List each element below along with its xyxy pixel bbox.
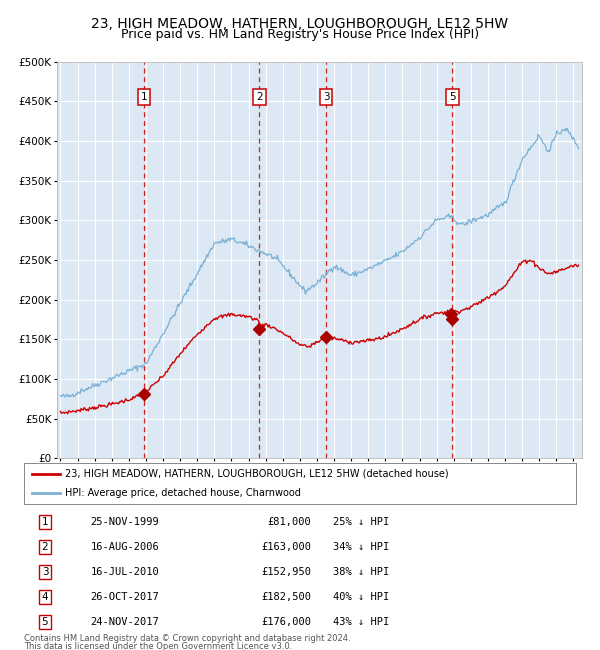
- Text: £163,000: £163,000: [261, 542, 311, 552]
- Text: 25-NOV-1999: 25-NOV-1999: [90, 517, 159, 527]
- Text: 34% ↓ HPI: 34% ↓ HPI: [333, 542, 389, 552]
- Text: 40% ↓ HPI: 40% ↓ HPI: [333, 592, 389, 602]
- Text: 38% ↓ HPI: 38% ↓ HPI: [333, 567, 389, 577]
- Text: 25% ↓ HPI: 25% ↓ HPI: [333, 517, 389, 527]
- Text: 26-OCT-2017: 26-OCT-2017: [90, 592, 159, 602]
- Text: This data is licensed under the Open Government Licence v3.0.: This data is licensed under the Open Gov…: [24, 642, 292, 650]
- Text: 24-NOV-2017: 24-NOV-2017: [90, 617, 159, 627]
- Text: 3: 3: [323, 92, 329, 101]
- Text: £182,500: £182,500: [261, 592, 311, 602]
- Text: 2: 2: [256, 92, 263, 101]
- Text: 1: 1: [41, 517, 48, 527]
- Text: 16-JUL-2010: 16-JUL-2010: [90, 567, 159, 577]
- Text: 3: 3: [41, 567, 48, 577]
- Text: Price paid vs. HM Land Registry's House Price Index (HPI): Price paid vs. HM Land Registry's House …: [121, 28, 479, 41]
- Text: 23, HIGH MEADOW, HATHERN, LOUGHBOROUGH, LE12 5HW: 23, HIGH MEADOW, HATHERN, LOUGHBOROUGH, …: [91, 17, 509, 31]
- Text: 43% ↓ HPI: 43% ↓ HPI: [333, 617, 389, 627]
- Text: 2: 2: [41, 542, 48, 552]
- Text: £152,950: £152,950: [261, 567, 311, 577]
- Text: HPI: Average price, detached house, Charnwood: HPI: Average price, detached house, Char…: [65, 488, 301, 498]
- Text: 4: 4: [41, 592, 48, 602]
- Text: 23, HIGH MEADOW, HATHERN, LOUGHBOROUGH, LE12 5HW (detached house): 23, HIGH MEADOW, HATHERN, LOUGHBOROUGH, …: [65, 469, 449, 479]
- Text: 5: 5: [449, 92, 455, 101]
- Text: £176,000: £176,000: [261, 617, 311, 627]
- Text: £81,000: £81,000: [267, 517, 311, 527]
- Text: 1: 1: [141, 92, 148, 101]
- Text: Contains HM Land Registry data © Crown copyright and database right 2024.: Contains HM Land Registry data © Crown c…: [24, 634, 350, 643]
- Text: 16-AUG-2006: 16-AUG-2006: [90, 542, 159, 552]
- Text: 5: 5: [41, 617, 48, 627]
